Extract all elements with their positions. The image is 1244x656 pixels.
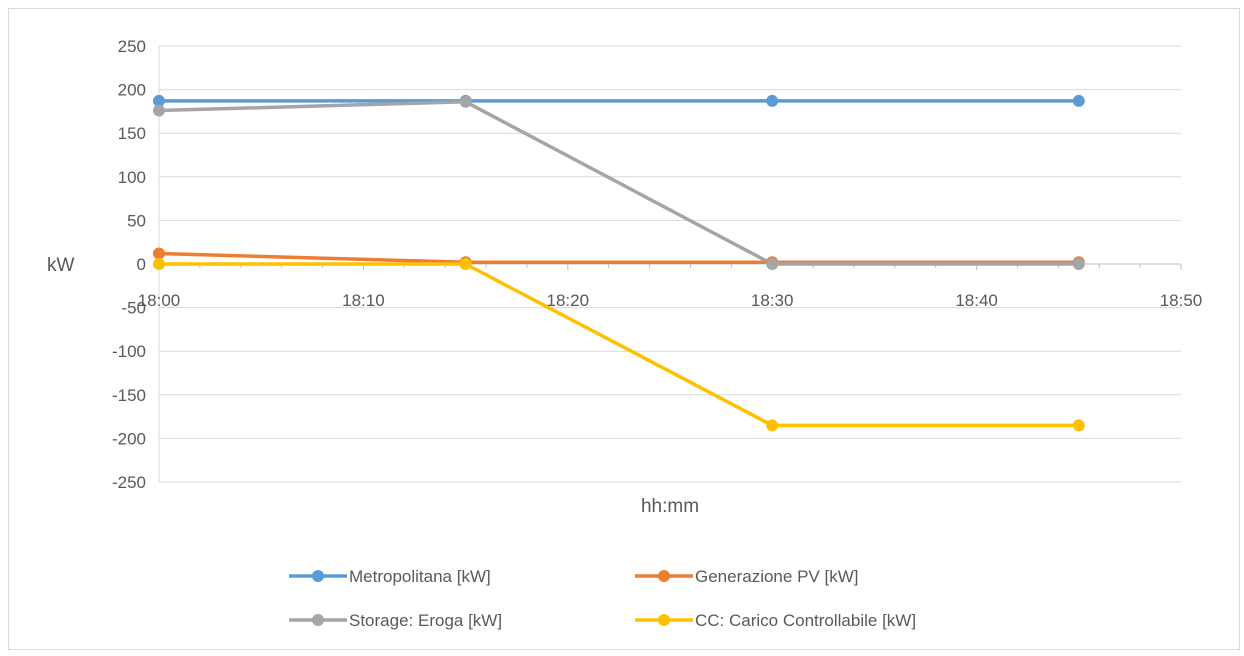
y-tick-label: 50 bbox=[127, 211, 146, 230]
series-markers bbox=[153, 94, 1085, 432]
y-tick-label: 150 bbox=[118, 124, 146, 143]
data-point-series-3 bbox=[766, 258, 779, 270]
legend-label-3: Storage: Eroga [kW] bbox=[349, 611, 502, 630]
legend-marker-3 bbox=[312, 614, 324, 626]
y-tick-label: 100 bbox=[118, 168, 146, 187]
x-tick-label: 18:40 bbox=[955, 291, 998, 310]
data-point-series-1 bbox=[1072, 94, 1085, 107]
data-point-series-2 bbox=[153, 247, 165, 260]
series-lines bbox=[158, 99, 1079, 428]
legend: Metropolitana [kW] Generazione PV [kW] Sto… bbox=[289, 567, 916, 630]
data-point-series-4 bbox=[153, 258, 165, 270]
x-tick-label: 18:00 bbox=[138, 291, 181, 310]
y-tick-label: -50 bbox=[121, 299, 146, 318]
legend-label-2: Generazione PV [kW] bbox=[695, 567, 858, 586]
data-point-series-3 bbox=[153, 104, 165, 117]
y-axis-title: kW bbox=[47, 255, 75, 276]
y-tick-labels: 250 200 150 100 50 0 -50 -100 -150 -200 -250 bbox=[112, 37, 146, 492]
y-tick-label: -100 bbox=[112, 342, 146, 361]
y-tick-label: -250 bbox=[112, 473, 146, 492]
series-line-3 bbox=[158, 100, 1079, 266]
legend-marker-2 bbox=[658, 570, 670, 582]
x-tick-label: 18:50 bbox=[1160, 291, 1203, 310]
y-tick-label: 250 bbox=[118, 37, 146, 56]
x-tick-labels: 18:00 18:10 18:20 18:30 18:40 18:50 bbox=[138, 291, 1203, 310]
legend-label-1: Metropolitana [kW] bbox=[349, 567, 491, 586]
x-tick-label: 18:30 bbox=[751, 291, 794, 310]
data-point-series-4 bbox=[459, 258, 472, 270]
x-axis-title: hh:mm bbox=[641, 496, 699, 517]
line-chart: 250 200 150 100 50 0 -50 -100 -150 -200 -250 18:00… bbox=[47, 37, 1203, 630]
data-point-series-4 bbox=[766, 419, 779, 432]
series-line-2 bbox=[158, 251, 1079, 265]
y-tick-label: 0 bbox=[137, 255, 146, 274]
legend-marker-1 bbox=[312, 570, 324, 582]
gridlines bbox=[159, 45, 1181, 483]
data-point-series-3 bbox=[459, 95, 472, 108]
data-point-series-4 bbox=[1072, 419, 1085, 432]
data-point-series-1 bbox=[153, 94, 165, 107]
y-tick-label: -150 bbox=[112, 386, 146, 405]
series-line-4 bbox=[159, 262, 1079, 428]
data-point-series-3 bbox=[1072, 258, 1085, 270]
y-tick-label: 200 bbox=[118, 81, 146, 100]
chart-frame: 250 200 150 100 50 0 -50 -100 -150 -200 -250 18:00… bbox=[8, 8, 1240, 650]
legend-label-4: CC: Carico Controllabile [kW] bbox=[695, 611, 916, 630]
legend-marker-4 bbox=[658, 614, 670, 626]
x-tick-label: 18:10 bbox=[342, 291, 385, 310]
data-point-series-1 bbox=[766, 94, 779, 107]
x-tick-label: 18:20 bbox=[547, 291, 590, 310]
y-tick-label: -200 bbox=[112, 429, 146, 448]
